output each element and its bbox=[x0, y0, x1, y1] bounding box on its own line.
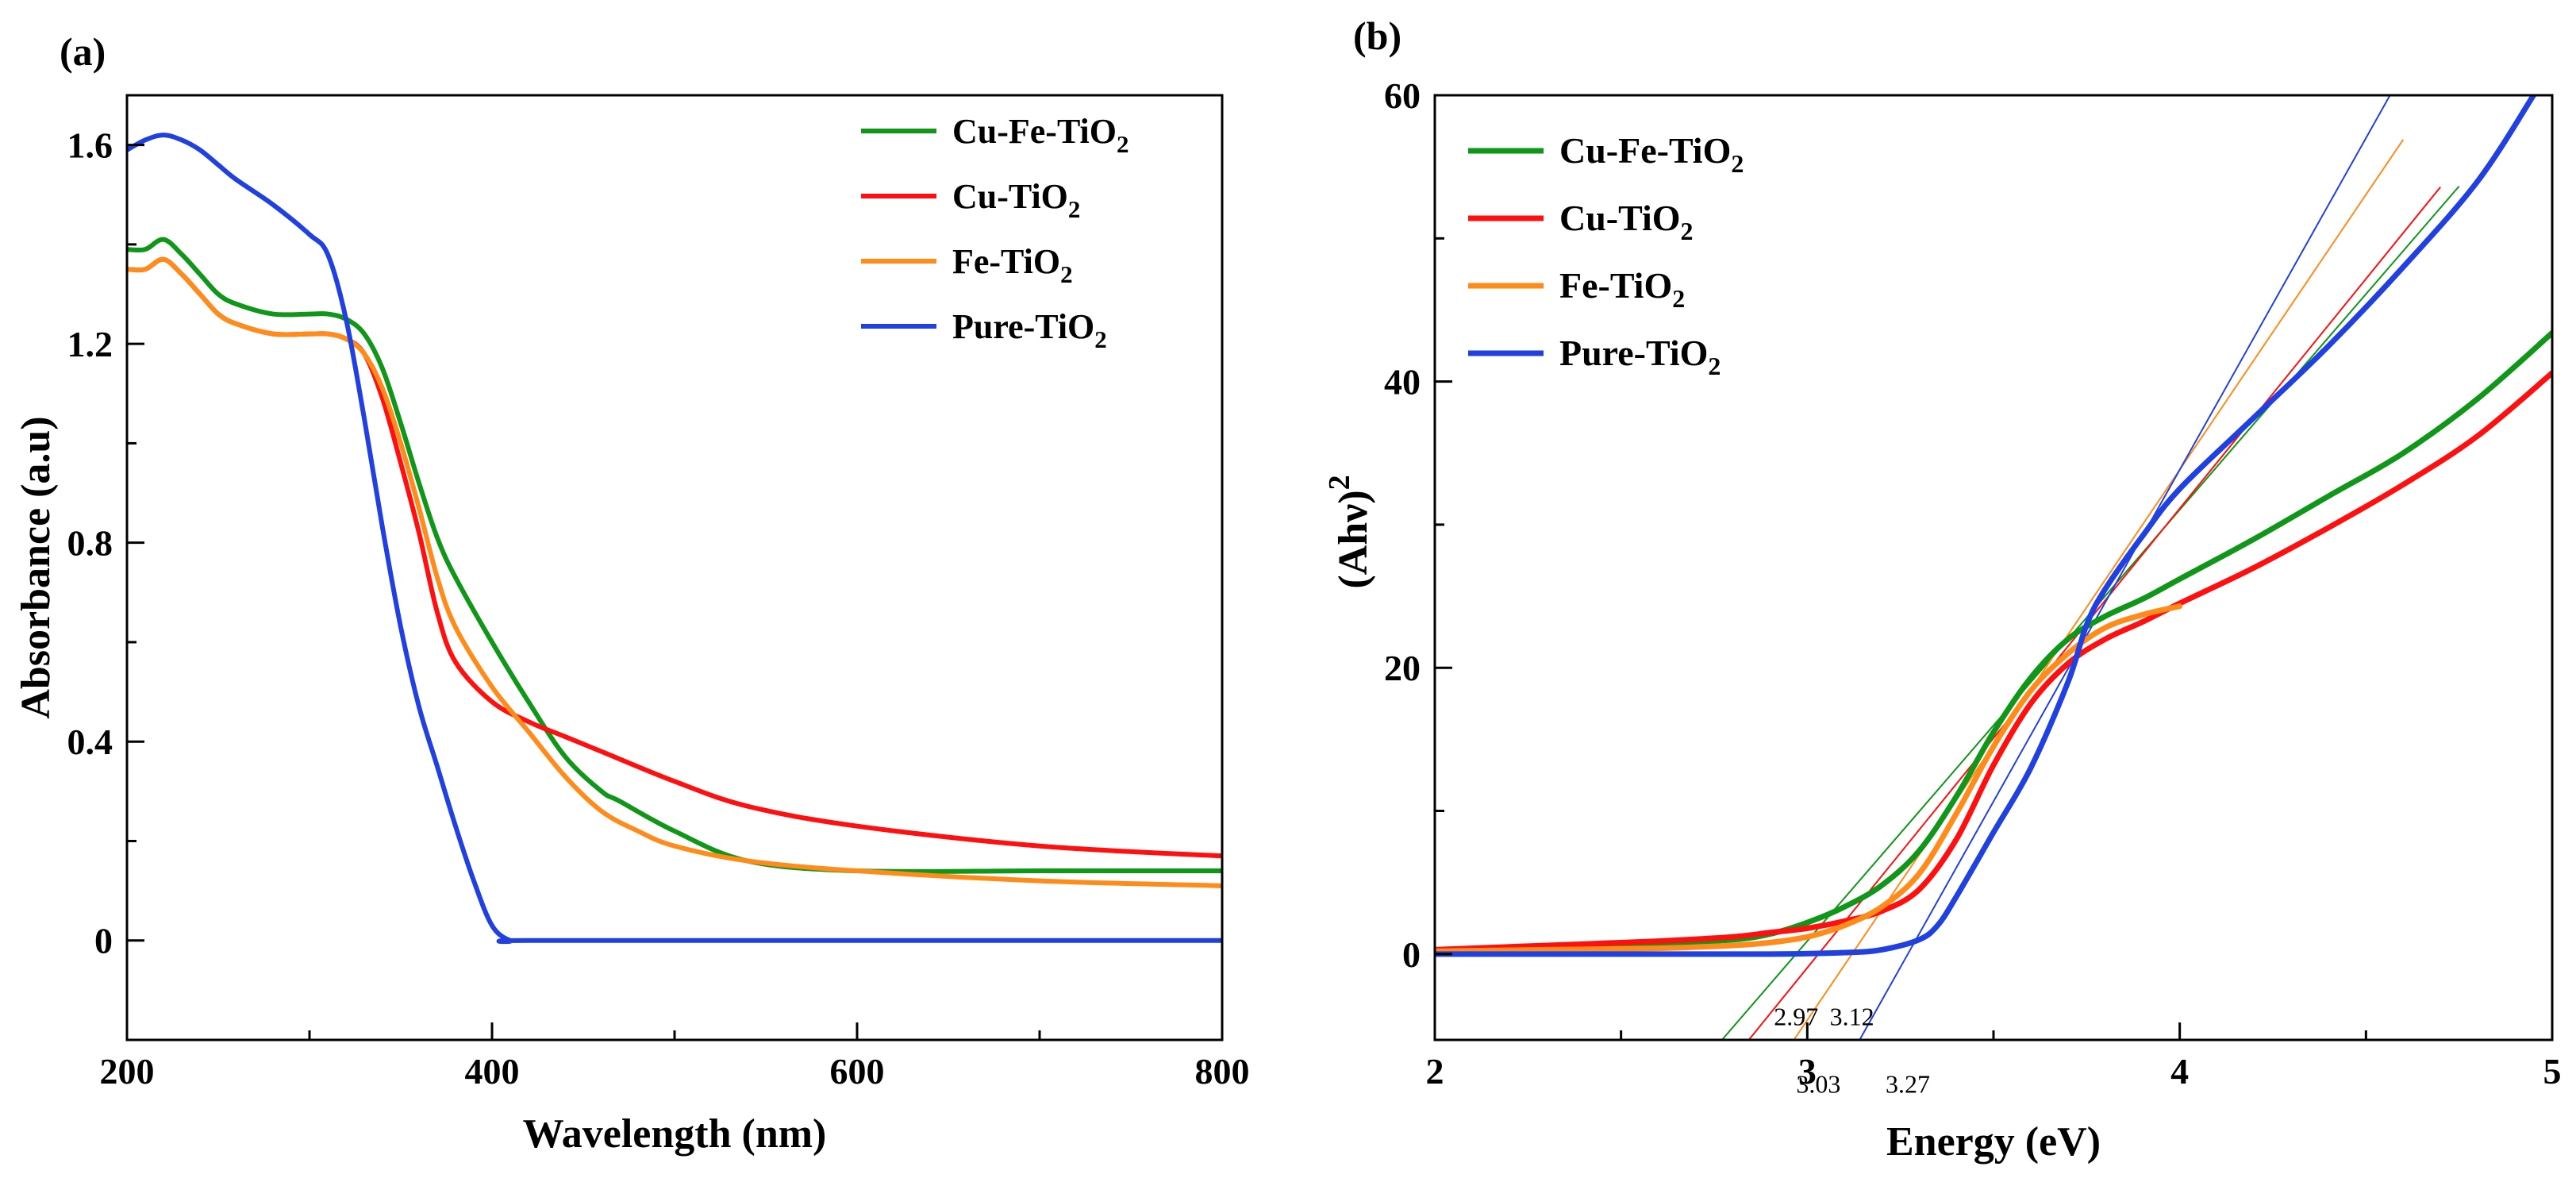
panel-b-y-axis-label: (Ahν)2 bbox=[1323, 475, 1376, 588]
panel-b-annotations: 2.97 3.12 3.03 3.27 bbox=[1774, 1003, 1930, 1099]
panel-a-legend-label-cu-fe: Cu-Fe-TiO2 bbox=[952, 112, 1128, 158]
panel-a-legend-label-pure: Pure-TiO2 bbox=[952, 307, 1107, 353]
bandgap-annotation: 2.97 bbox=[1774, 1003, 1818, 1031]
tangent-line-pure bbox=[1859, 95, 2391, 1040]
panel-a-x-tick-label: 800 bbox=[1195, 1051, 1250, 1092]
panel-a-plot-area bbox=[127, 133, 1222, 945]
tangent-line-fe bbox=[1793, 139, 2405, 1040]
panel-b-legend: Cu-Fe-TiO2 Cu-TiO2 Fe-TiO2 Pure-TiO2 bbox=[1468, 130, 1744, 380]
panel-a-legend-label-cu: Cu-TiO2 bbox=[952, 177, 1080, 223]
bandgap-annotation: 3.12 bbox=[1830, 1003, 1874, 1031]
panel-a-series-pure bbox=[127, 133, 1222, 945]
panel-b-x-tick-label: 5 bbox=[2543, 1051, 2562, 1092]
panel-b-series-cu bbox=[1435, 370, 2552, 953]
bandgap-annotation: 3.27 bbox=[1886, 1069, 1930, 1098]
panel-b-series-fe bbox=[1435, 603, 2183, 954]
panel-b-y-tick-label: 20 bbox=[1384, 648, 1421, 688]
panel-a-frame bbox=[125, 94, 1224, 1041]
panel-b-x-tick-label: 2 bbox=[1426, 1051, 1444, 1092]
panel-b-x-tick-label: 4 bbox=[2170, 1051, 2189, 1092]
panel-b-series-pure bbox=[1435, 95, 2537, 957]
panel-a-series-cu bbox=[127, 256, 1222, 859]
tangent-line-cu bbox=[1747, 186, 2441, 1040]
panel-a-x-tick-label: 400 bbox=[465, 1051, 520, 1092]
panel-a-label: (a) bbox=[60, 29, 106, 74]
panel-b-y-axis-label-main: (Ahν) bbox=[1331, 490, 1376, 588]
panel-b-legend-label-cu-fe: Cu-Fe-TiO2 bbox=[1559, 130, 1744, 178]
bandgap-annotation: 3.03 bbox=[1796, 1069, 1840, 1098]
panel-b-label: (b) bbox=[1353, 13, 1401, 58]
panel-b-series-cu-fe bbox=[1435, 329, 2552, 954]
panel-b-x-axis-label: Energy (eV) bbox=[1886, 1119, 2101, 1165]
panel-a-x-axis-label: Wavelength (nm) bbox=[523, 1111, 827, 1157]
panel-a-legend-label-fe: Fe-TiO2 bbox=[952, 242, 1073, 288]
panel-b-y-tick-label: 0 bbox=[1402, 934, 1421, 975]
panel-a-legend: Cu-Fe-TiO2 Cu-TiO2 Fe-TiO2 Pure-TiO2 bbox=[861, 112, 1128, 353]
panel-a-y-tick-label: 1.6 bbox=[67, 125, 113, 166]
panel-a-y-tick-label: 0.8 bbox=[67, 523, 113, 564]
panel-b-legend-label-fe: Fe-TiO2 bbox=[1559, 265, 1685, 313]
panel-a-y-tick-label: 0 bbox=[94, 921, 113, 961]
panel-a-series-fe bbox=[127, 256, 1222, 888]
panel-a-absorbance-chart: (a) 200 400 600 800 0 0.4 0.8 1.2 1.6 Wavelength… bbox=[13, 29, 1250, 1157]
panel-b-series-group bbox=[1435, 95, 2552, 1040]
panel-b-y-axis-label-sup: 2 bbox=[1323, 475, 1356, 490]
panel-b-plot-area bbox=[1435, 95, 2552, 1040]
panel-a-series-group bbox=[127, 133, 1222, 945]
panel-b-legend-label-cu: Cu-TiO2 bbox=[1559, 198, 1694, 245]
panel-a-y-tick-label: 0.4 bbox=[67, 722, 113, 762]
panel-b-x-tick-label: 3 bbox=[1798, 1051, 1817, 1092]
panel-b-y-tick-label: 40 bbox=[1384, 362, 1421, 402]
panel-b-y-tick-label: 60 bbox=[1384, 75, 1421, 116]
panel-a-ticks: 200 400 600 800 0 0.4 0.8 1.2 1.6 bbox=[67, 125, 1250, 1092]
panel-a-x-tick-label: 600 bbox=[830, 1051, 885, 1092]
panel-a-y-tick-label: 1.2 bbox=[67, 324, 113, 364]
panel-b-legend-label-pure: Pure-TiO2 bbox=[1559, 333, 1721, 380]
panel-a-y-axis-label: Absorbance (a.u) bbox=[13, 416, 59, 718]
panel-a-x-tick-label: 200 bbox=[100, 1051, 155, 1092]
panel-b-ticks: 2 3 4 5 0 20 40 60 bbox=[1384, 75, 2562, 1092]
